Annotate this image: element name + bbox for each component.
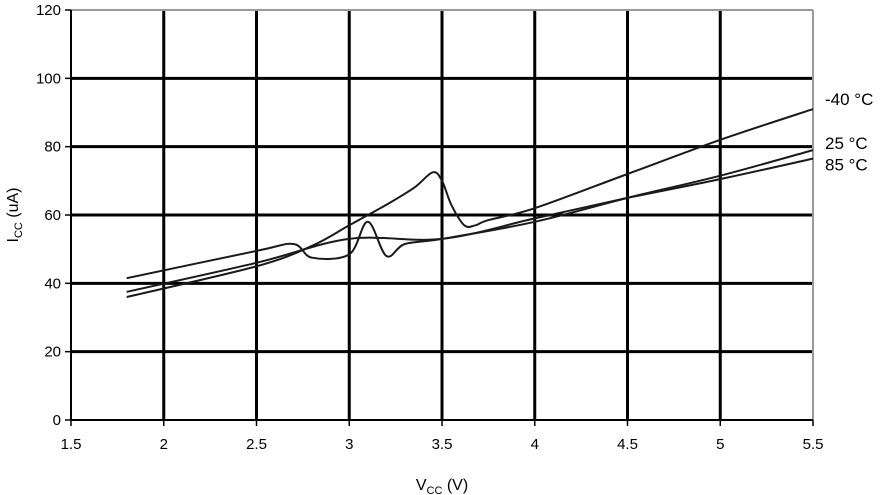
series-lines [126,108,814,298]
grid [65,9,814,426]
x-axis-title-main: V [416,477,427,494]
series-label-85c: 85 °C [825,156,868,175]
y-tick-label: 0 [53,412,61,429]
x-tick-label: 4.5 [617,436,638,453]
y-tick-labels: 0 20 40 60 80 100 120 [36,2,61,429]
x-tick-label: 3 [345,436,353,453]
x-tick-labels: 1.5 2 2.5 3 3.5 4 4.5 5 5.5 [61,436,824,453]
y-tick-label: 60 [44,207,61,224]
x-axis-title: VCC (V) [416,477,468,495]
series-label-25c: 25 °C [825,134,868,153]
y-tick-label: 120 [36,2,61,19]
series-line-minus40c [126,108,814,298]
x-tick-label: 5.5 [803,436,824,453]
series-label-minus40c: -40 °C [825,90,873,109]
y-axis-title: ICC (uA) [5,187,25,242]
y-axis-title-main: I [5,238,22,242]
series-labels: -40 °C 25 °C 85 °C [825,90,873,175]
y-tick-label: 80 [44,139,61,156]
y-axis-title-sub: CC [13,222,25,238]
x-axis-title-unit: (V) [442,477,468,494]
x-axis-title-sub: CC [427,485,443,495]
y-axis-title-unit: (uA) [5,187,22,222]
series-line-85c [126,157,814,293]
x-tick-label: 1.5 [61,436,82,453]
x-tick-label: 4 [531,436,539,453]
y-tick-label: 40 [44,275,61,292]
y-tick-label: 100 [36,70,61,87]
x-tick-label: 2.5 [246,436,267,453]
x-tick-label: 2 [160,436,168,453]
x-tick-label: 5 [716,436,724,453]
x-tick-label: 3.5 [432,436,453,453]
y-tick-label: 20 [44,344,61,361]
